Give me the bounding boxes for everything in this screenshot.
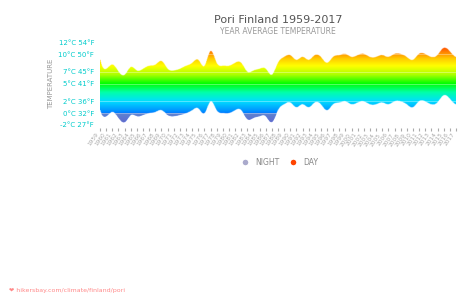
Legend: NIGHT, DAY: NIGHT, DAY bbox=[235, 155, 321, 170]
Text: YEAR AVERAGE TEMPERATURE: YEAR AVERAGE TEMPERATURE bbox=[220, 27, 336, 36]
Text: ❤ hikersbay.com/climate/finland/pori: ❤ hikersbay.com/climate/finland/pori bbox=[9, 288, 126, 293]
Title: Pori Finland 1959-2017: Pori Finland 1959-2017 bbox=[214, 15, 342, 25]
Y-axis label: TEMPERATURE: TEMPERATURE bbox=[48, 59, 54, 109]
